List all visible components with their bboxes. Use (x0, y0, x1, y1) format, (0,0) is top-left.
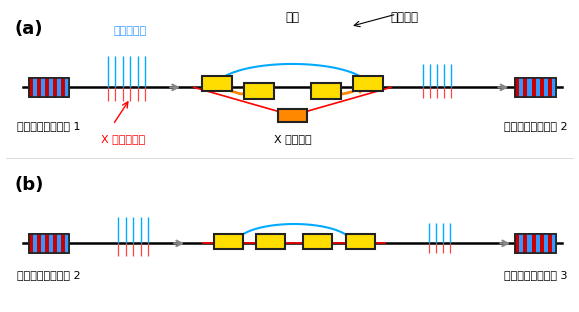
Text: X 線ミラー: X 線ミラー (274, 134, 311, 144)
Bar (29, 78, 69, 97)
Bar (523, 234, 527, 253)
Text: 電子ビーム: 電子ビーム (113, 26, 147, 36)
Bar (61, 78, 65, 97)
Bar (515, 234, 556, 253)
Bar (49, 234, 53, 253)
Bar (37, 234, 41, 253)
Bar (53, 78, 57, 97)
Bar (202, 76, 232, 91)
Bar (540, 78, 544, 97)
Text: アンジュレーター 1: アンジュレーター 1 (17, 121, 81, 131)
Bar (49, 78, 53, 97)
Bar (65, 234, 69, 253)
Bar (527, 78, 532, 97)
Bar (311, 83, 341, 99)
Text: アンジュレーター 2: アンジュレーター 2 (504, 121, 567, 131)
Bar (544, 78, 548, 97)
Bar (61, 234, 65, 253)
Bar (515, 78, 556, 97)
Text: シケイン: シケイン (391, 11, 419, 24)
Bar (45, 78, 49, 97)
Bar (41, 78, 45, 97)
Text: (b): (b) (14, 176, 44, 194)
Bar (548, 78, 552, 97)
Bar (53, 234, 57, 253)
Bar (303, 234, 332, 249)
Bar (552, 78, 556, 97)
Bar (540, 234, 544, 253)
Text: アンジュレーター 3: アンジュレーター 3 (504, 270, 567, 280)
Bar (544, 234, 548, 253)
Bar (57, 78, 61, 97)
Bar (57, 234, 61, 253)
Bar (29, 78, 69, 97)
Bar (515, 234, 556, 253)
Bar (536, 234, 540, 253)
Bar (346, 234, 375, 249)
Bar (37, 78, 41, 97)
Bar (278, 109, 307, 122)
Bar (523, 78, 527, 97)
Text: アンジュレーター 2: アンジュレーター 2 (17, 270, 81, 280)
Bar (519, 234, 523, 253)
Bar (548, 234, 552, 253)
Text: (a): (a) (14, 20, 43, 38)
Bar (65, 78, 69, 97)
Bar (214, 234, 243, 249)
Bar (515, 78, 519, 97)
Bar (527, 234, 532, 253)
Bar (244, 83, 274, 99)
Bar (41, 234, 45, 253)
Bar (353, 76, 383, 91)
Bar (29, 234, 69, 253)
Bar (519, 78, 523, 97)
Bar (532, 234, 536, 253)
Bar (29, 78, 33, 97)
Bar (532, 78, 536, 97)
Text: 磁石: 磁石 (285, 11, 299, 24)
Bar (515, 234, 519, 253)
Bar (515, 78, 556, 97)
Bar (536, 78, 540, 97)
Bar (29, 234, 33, 253)
Bar (552, 234, 556, 253)
Bar (29, 234, 69, 253)
Bar (33, 78, 37, 97)
Bar (33, 234, 37, 253)
Text: X 線レーザー: X 線レーザー (101, 134, 145, 144)
Bar (45, 234, 49, 253)
Bar (256, 234, 285, 249)
